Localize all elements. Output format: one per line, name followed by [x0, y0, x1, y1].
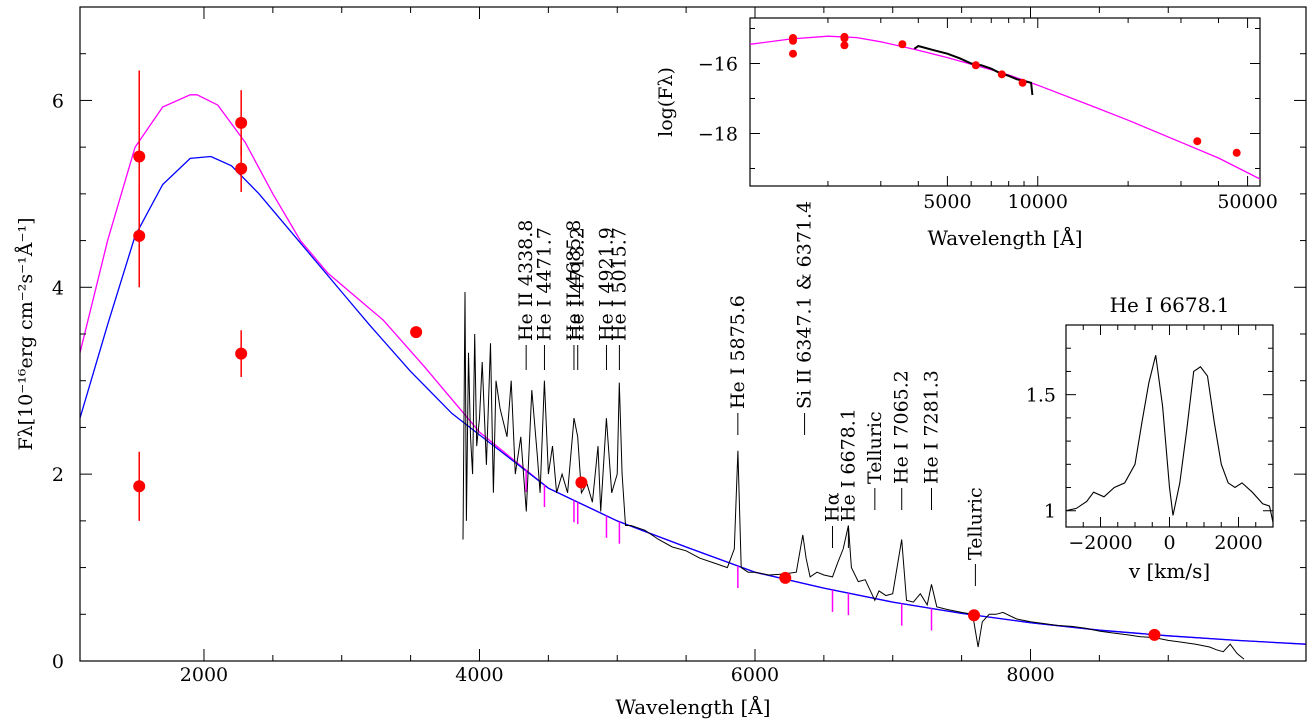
photometry-point: [410, 326, 423, 339]
line-label: He I 5015.7: [608, 227, 630, 341]
x-tick-label: 8000: [1006, 664, 1054, 686]
line-label: Telluric: [964, 487, 986, 560]
line-label: He I 7065.2: [891, 370, 913, 484]
line-label: He I 4713.2: [567, 227, 589, 341]
photometry-point: [133, 480, 146, 493]
inset-sed-plot: 5000 10000 50000 −18 −16 Wavelength [Å] log(Fλ…: [655, 17, 1278, 250]
line-label: Si II 6347.1 & 6371.4: [794, 201, 816, 409]
inset-profile-x-tick-label: 0: [1163, 532, 1175, 554]
inset-profile-x-tick-label: 2000: [1214, 532, 1262, 554]
line-label: He I 7281.3: [920, 370, 942, 484]
y-tick-label: 0: [52, 651, 64, 673]
inset-sed-point: [997, 70, 1006, 79]
line-label: He I 6678.1: [837, 408, 859, 522]
photometry-point: [133, 229, 146, 242]
inset-sed-y-axis-label: log(Fλ): [655, 67, 677, 137]
inset-sed-point: [1193, 137, 1202, 146]
inset-sed-y-tick-label: −16: [698, 54, 738, 76]
x-tick-label: 2000: [180, 664, 228, 686]
inset-sed-x-axis-label: Wavelength [Å]: [927, 225, 1082, 250]
line-label: He I 4921.9: [595, 227, 617, 341]
x-tick-label: 6000: [731, 664, 779, 686]
y-axis-label: Fλ[10⁻¹⁶erg cm⁻²s⁻¹Å⁻¹]: [15, 217, 37, 450]
photometry-point: [235, 116, 248, 129]
inset-sed-x-tick-label: 10000: [1008, 191, 1068, 213]
inset-sed-point: [789, 36, 798, 45]
line-label: Hα: [822, 492, 844, 522]
photometry-point: [235, 347, 248, 360]
inset-profile-line: [1065, 355, 1274, 523]
inset-sed-point: [1232, 148, 1241, 157]
photometry-point: [235, 162, 248, 175]
inset-profile-plot: −2000 0 2000 1 1.5 He I 6678.1 v [km/s]: [1026, 293, 1274, 583]
x-tick-label: 4000: [455, 664, 503, 686]
observed-spectrum-line: [462, 291, 1245, 660]
inset-profile-frame: [1065, 324, 1274, 528]
inset-sed-x-tick-label: 5000: [923, 191, 971, 213]
inset-profile-y-tick-label: 1: [1044, 501, 1056, 523]
inset-sed-frame: [749, 17, 1261, 187]
inset-sed-x-tick-label: 50000: [1217, 191, 1277, 213]
inset-profile-title: He I 6678.1: [1110, 293, 1230, 317]
inset-sed-y-tick-label: −18: [698, 124, 738, 146]
y-tick-label: 2: [52, 464, 64, 486]
photometry-point: [1148, 628, 1161, 641]
y-tick-label: 4: [52, 277, 64, 299]
x-axis-label: Wavelength [Å]: [615, 694, 770, 719]
blue-model-line: [79, 155, 1307, 645]
y-tick-label: 6: [52, 90, 64, 112]
inset-sed-point: [971, 61, 980, 70]
inset-profile-y-tick-label: 1.5: [1026, 385, 1056, 407]
inset-profile-x-axis-label: v [km/s]: [1128, 559, 1210, 583]
inset-sed-point: [789, 49, 798, 58]
inset-profile-x-tick-label: −2000: [1068, 532, 1132, 554]
inset-sed-point: [840, 34, 849, 43]
line-label: He II 4338.8: [515, 220, 537, 341]
inset-sed-point: [1018, 78, 1027, 87]
main-plot: He II 4338.8He I 4471.7 He II 4685.8He I …: [15, 6, 1307, 719]
photometry-point: [133, 150, 146, 163]
photometry-point: [779, 571, 792, 584]
line-label: He II 4685.8: [563, 220, 585, 341]
photometry-point: [575, 476, 588, 489]
line-label: He I 5875.6: [727, 295, 749, 409]
inset-sed-point: [840, 41, 849, 50]
photometry-point: [968, 609, 981, 622]
line-label: He I 4471.7: [533, 227, 555, 341]
inset-sed-point: [898, 40, 907, 49]
line-label: Telluric: [864, 411, 886, 484]
